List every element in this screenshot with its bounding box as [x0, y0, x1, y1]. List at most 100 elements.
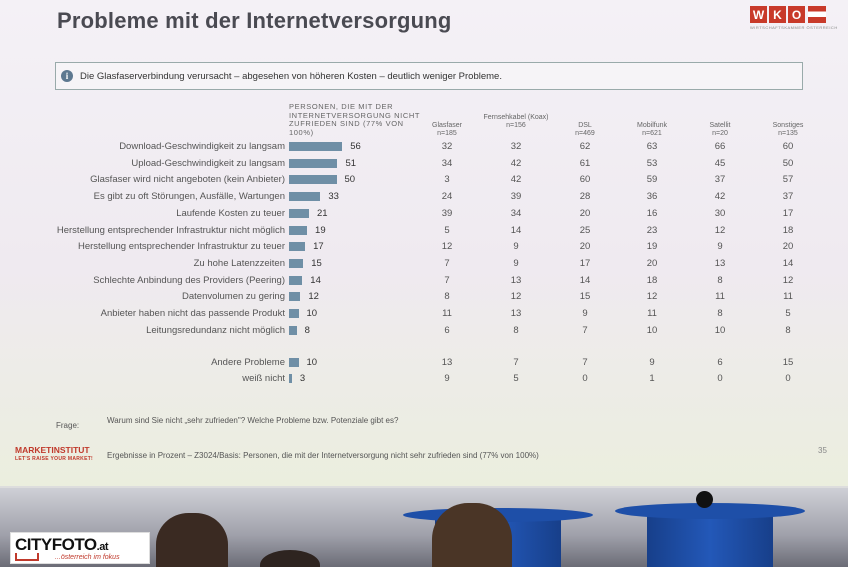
marketinstitut-logo: MARKETINSTITUT: [15, 445, 90, 455]
value-cell: 34: [510, 207, 522, 219]
total-value: 14: [310, 274, 321, 286]
value-cell: 1: [649, 373, 655, 384]
value-cell: 30: [714, 207, 726, 219]
column-header: Satellit n=20: [685, 122, 755, 138]
value-cell: 39: [441, 207, 453, 219]
total-value: 19: [315, 224, 326, 236]
total-value: 50: [344, 174, 356, 186]
cityfoto-watermark: CITYFOTO.at ...österreich im fokus: [10, 532, 150, 564]
value-cell: 13: [510, 274, 522, 286]
value-cell: 5: [444, 224, 450, 236]
total-value: 10: [306, 357, 318, 368]
value-cell: 20: [782, 241, 794, 253]
row-label: Laufende Kosten zu teuer: [176, 207, 285, 219]
slide-title: Probleme mit der Internetversorgung: [57, 8, 452, 33]
watermark-main: CITYFOTO: [15, 535, 97, 554]
value-cell: 11: [442, 308, 452, 319]
column-name: Sonstiges: [772, 122, 804, 129]
question-text: Warum sind Sie nicht „sehr zufrieden"? W…: [107, 416, 399, 425]
audience-head: [156, 513, 228, 567]
value-cell: 7: [582, 324, 588, 336]
value-cell: 8: [444, 291, 450, 303]
value-cell: 5: [513, 373, 519, 384]
total-bar: [289, 309, 299, 318]
microphone-icon: [696, 491, 713, 508]
table-row: weiß nicht 3 9 5 0 1 0 0: [0, 372, 848, 386]
value-cell: 37: [714, 174, 726, 186]
table-row: Zu hohe Latenzzeiten 15 7 9 17 20 13 14: [0, 257, 848, 271]
value-cell: 9: [582, 308, 588, 319]
column-n: n=469: [575, 130, 595, 137]
value-cell: 60: [782, 141, 794, 152]
table-row: Andere Probleme 10 13 7 7 9 6 15: [0, 356, 848, 370]
column-name: Satellit: [709, 122, 731, 129]
value-cell: 39: [510, 191, 522, 203]
row-label: Anbieter haben nicht das passende Produk…: [100, 308, 285, 319]
value-cell: 15: [782, 357, 794, 368]
value-cell: 18: [646, 274, 658, 286]
total-value: 8: [304, 324, 310, 336]
total-bar: [289, 208, 309, 218]
value-cell: 53: [646, 157, 658, 169]
value-cell: 57: [782, 174, 794, 186]
table-row: Herstellung entsprechender Infrastruktur…: [0, 224, 848, 238]
value-cell: 63: [646, 141, 658, 152]
table-row: Herstellung entsprechender Infrastruktur…: [0, 240, 848, 254]
total-value: 33: [328, 191, 339, 203]
value-cell: 37: [782, 191, 794, 203]
value-cell: 9: [444, 373, 450, 384]
value-cell: 6: [717, 357, 723, 368]
table-row: Schlechte Anbindung des Providers (Peeri…: [0, 274, 848, 288]
table-row: Es gibt zu oft Störungen, Ausfälle, Wart…: [0, 190, 848, 204]
value-cell: 17: [579, 257, 591, 269]
value-cell: 32: [510, 141, 522, 152]
column-name: Fernsehkabel (Koax): [483, 114, 549, 121]
value-cell: 32: [441, 141, 453, 152]
row-label: weiß nicht: [242, 373, 285, 384]
total-bar: [289, 258, 304, 268]
total-value: 21: [316, 207, 328, 219]
table-row: Download-Geschwindigkeit zu langsam 56 32 3…: [0, 140, 848, 154]
value-cell: 9: [513, 241, 519, 253]
value-cell: 42: [510, 157, 522, 169]
audience-head: [432, 503, 512, 567]
marketinstitut-tagline: LET'S RAISE YOUR MARKET!: [15, 456, 94, 462]
value-cell: 12: [441, 241, 453, 253]
row-label: Download-Geschwindigkeit zu langsam: [119, 141, 285, 152]
footer-note: Ergebnisse in Prozent – Z3024/Basis: Per…: [107, 451, 539, 460]
value-cell: 14: [782, 257, 794, 269]
value-cell: 8: [717, 308, 723, 319]
total-bar: [289, 358, 299, 367]
value-cell: 50: [782, 157, 794, 169]
value-cell: 42: [714, 191, 726, 203]
row-label: Glasfaser wird nicht angeboten (kein Anb…: [90, 174, 285, 186]
total-bar: [289, 242, 306, 252]
value-cell: 24: [441, 191, 453, 203]
value-cell: 15: [579, 291, 591, 303]
value-cell: 9: [717, 241, 723, 253]
value-cell: 9: [649, 357, 655, 368]
column-n: n=156: [506, 122, 526, 129]
table-row: Upload-Geschwindigkeit zu langsam 51 34 42 6…: [0, 157, 848, 171]
column-n: n=20: [712, 130, 728, 137]
value-cell: 8: [785, 324, 791, 336]
info-icon: i: [61, 70, 73, 82]
row-label: Herstellung entsprechender Infrastruktur…: [78, 241, 285, 253]
value-cell: 8: [513, 324, 519, 336]
value-cell: 5: [785, 308, 791, 319]
value-cell: 9: [513, 257, 519, 269]
row-label: Schlechte Anbindung des Providers (Peeri…: [93, 274, 285, 286]
value-cell: 19: [646, 241, 658, 253]
column-header: Sonstiges n=135: [753, 122, 823, 138]
value-cell: 10: [714, 324, 726, 336]
value-cell: 34: [441, 157, 453, 169]
column-name: DSL: [578, 122, 592, 129]
wko-flag-icon: [808, 6, 826, 23]
value-cell: 28: [579, 191, 591, 203]
value-cell: 42: [510, 174, 522, 186]
value-cell: 20: [579, 241, 591, 253]
value-cell: 25: [579, 224, 591, 236]
table-row: Datenvolumen zu gering 12 8 12 15 12 11 11: [0, 290, 848, 304]
total-value: 12: [308, 291, 319, 303]
presentation-slide: Probleme mit der Internetversorgung W K …: [0, 0, 848, 488]
